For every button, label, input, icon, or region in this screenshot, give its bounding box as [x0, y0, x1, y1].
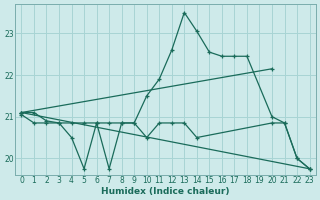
X-axis label: Humidex (Indice chaleur): Humidex (Indice chaleur) — [101, 187, 230, 196]
